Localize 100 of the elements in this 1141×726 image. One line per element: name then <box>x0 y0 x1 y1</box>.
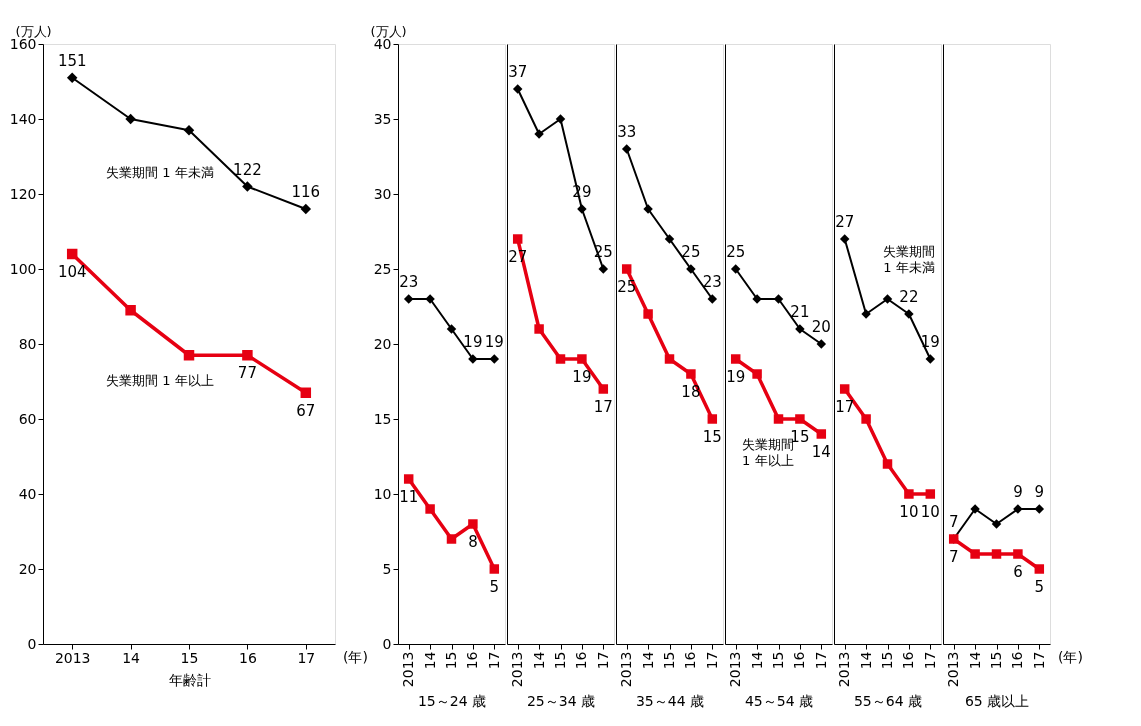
y-tick-label: 0 <box>27 635 37 652</box>
x-axis-title: 65 歳以上 <box>964 693 1030 710</box>
point <box>1034 504 1045 514</box>
data-label: 20 <box>811 318 831 336</box>
y-tick-label: 20 <box>373 335 392 352</box>
point <box>643 309 653 319</box>
point <box>839 234 850 244</box>
data-label: 19 <box>572 368 592 386</box>
x-tick-label: 17 <box>485 651 502 670</box>
data-label: 11 <box>399 488 419 506</box>
point <box>242 181 253 192</box>
x-tick-label: 16 <box>238 649 257 666</box>
point <box>925 354 936 364</box>
x-axis-title: 25～34 歳 <box>526 693 596 710</box>
x-tick-label: 17 <box>297 649 316 666</box>
y-tick-label: 140 <box>9 110 37 127</box>
data-label: 9 <box>1013 483 1023 501</box>
data-label: 5 <box>489 578 500 596</box>
point <box>730 264 741 274</box>
point <box>970 549 980 559</box>
x-tick-label: 15 <box>443 651 459 670</box>
x-tick-label: 16 <box>1009 651 1026 670</box>
point <box>730 354 741 364</box>
point <box>577 354 587 364</box>
point <box>300 387 312 398</box>
point <box>621 144 632 154</box>
x-axis-title: 45～54 歳 <box>744 693 814 710</box>
x-tick-label: 14 <box>639 651 656 670</box>
data-label: 33 <box>617 123 637 141</box>
x-tick-label: 16 <box>791 651 808 670</box>
point <box>468 519 478 529</box>
point <box>66 248 78 260</box>
text: (年) <box>1058 649 1083 665</box>
y-tick-label: 120 <box>9 185 37 202</box>
data-label: 21 <box>790 303 810 321</box>
point <box>1034 564 1045 574</box>
data-label: 19 <box>484 333 504 351</box>
point <box>991 549 1002 559</box>
data-label: 19 <box>463 333 483 351</box>
point <box>183 125 195 136</box>
x-tick-label: 14 <box>857 651 874 670</box>
point <box>882 294 893 304</box>
series-label: 失業期間 1 年以上 <box>106 372 214 388</box>
data-label: 19 <box>920 333 940 351</box>
data-label: 116 <box>291 183 321 201</box>
point <box>861 414 871 424</box>
data-label: 7 <box>948 513 959 531</box>
data-label: 17 <box>835 398 855 416</box>
y-tick-label: 10 <box>373 485 392 502</box>
point <box>425 504 435 514</box>
x-axis-title: 15～24 歳 <box>417 693 487 710</box>
y-tick-label: 40 <box>18 485 37 502</box>
x-tick-label: 2013 <box>509 651 526 688</box>
series-label: 失業期間 1 年未満 <box>106 164 214 180</box>
data-label: 10 <box>899 503 919 521</box>
point <box>816 339 827 349</box>
x-tick-label: 15 <box>988 651 1004 670</box>
point <box>598 264 609 274</box>
y-tick-label: 100 <box>9 260 37 277</box>
x-tick-label: 17 <box>703 651 720 670</box>
point <box>489 564 500 574</box>
data-label: 14 <box>811 443 831 461</box>
point <box>489 354 500 364</box>
point <box>621 264 632 274</box>
data-label: 27 <box>835 213 855 231</box>
point <box>242 350 253 361</box>
data-label: 22 <box>899 288 919 306</box>
point <box>664 354 675 364</box>
point <box>555 114 566 124</box>
x-tick-label: 2013 <box>945 651 962 688</box>
data-label: 6 <box>1013 563 1023 581</box>
point <box>707 294 718 304</box>
x-tick-label: 14 <box>122 649 141 666</box>
x-tick-label: 16 <box>464 651 481 670</box>
point <box>991 519 1002 529</box>
x-tick-label: 14 <box>748 651 765 670</box>
data-label: 9 <box>1034 483 1045 501</box>
x-tick-label: 15 <box>770 651 786 670</box>
point <box>512 234 523 244</box>
y-tick-label: 20 <box>18 560 37 577</box>
y-tick-label: 80 <box>18 335 37 352</box>
data-label: 19 <box>726 368 746 386</box>
y-tick-label: 30 <box>373 185 392 202</box>
x-tick-label: 16 <box>573 651 590 670</box>
data-label: 7 <box>948 548 959 566</box>
x-tick-label: 14 <box>530 651 547 670</box>
y-tick-label: 60 <box>18 410 37 427</box>
point <box>773 414 784 424</box>
point <box>752 369 762 379</box>
data-label: 37 <box>508 63 528 81</box>
point <box>707 414 718 424</box>
data-label: 122 <box>233 160 262 179</box>
point <box>816 429 827 439</box>
x-tick-label: 16 <box>900 651 917 670</box>
point <box>446 534 457 544</box>
y-tick-label: 0 <box>382 635 392 652</box>
data-label: 77 <box>237 364 257 383</box>
data-label: 25 <box>726 243 746 261</box>
data-label: 151 <box>57 51 87 70</box>
x-axis-title: 55～64 歳 <box>853 693 923 710</box>
